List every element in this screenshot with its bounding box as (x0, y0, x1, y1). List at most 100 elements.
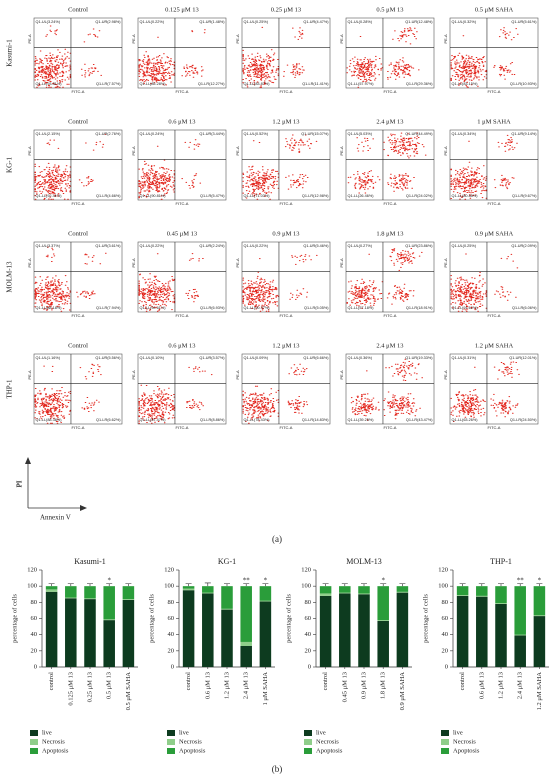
plot-frame (137, 129, 227, 201)
y-axis-label: PE-A (27, 34, 32, 44)
x-axis-label: FITC-A (488, 201, 501, 206)
y-axis-label: PE-A (131, 370, 136, 380)
legend-swatch (441, 748, 449, 754)
bar-segment (65, 586, 77, 598)
x-axis-label: FITC-A (280, 89, 293, 94)
plot-frame (345, 241, 435, 313)
panel-title: 0.125 μM 13 (165, 6, 199, 13)
bar-segment (221, 586, 233, 609)
bar-segment (319, 595, 332, 667)
quadrant-label: Q1-LR(12.98%) (302, 194, 329, 198)
y-axis-label: PE-A (235, 370, 240, 380)
y-tick-label: 100 (301, 583, 311, 590)
x-tick-label: 1.2 μM 13 (223, 672, 230, 699)
event-dots (289, 288, 309, 300)
event-dots (283, 63, 305, 78)
event-dots (291, 254, 318, 265)
quadrant-label: Q1-LR(7.94%) (96, 306, 121, 310)
bar-segment (514, 634, 526, 636)
event-dots (288, 363, 308, 376)
y-tick-label: 0 (445, 663, 448, 670)
y-tick-label: 60 (442, 615, 449, 622)
event-dots (450, 52, 488, 88)
x-tick-label: 0.125 μM 13 (67, 672, 74, 706)
plot-frame (449, 353, 539, 425)
legend-label: Necrosis (179, 738, 202, 745)
x-axis-label: FITC-A (280, 201, 293, 206)
x-axis-label: FITC-A (384, 425, 397, 430)
bar-segment (259, 601, 272, 667)
quadrant-label: Q1-LL(91.62%) (452, 306, 479, 310)
quadrant-label: Q1-UL(0.22%) (244, 244, 269, 248)
y-axis-label: PE-A (27, 370, 32, 380)
event-dots (292, 27, 304, 40)
quadrant-label: Q1-LL(39.25%) (348, 418, 375, 422)
x-axis-label: FITC-A (384, 313, 397, 318)
y-axis-label: PE-A (339, 146, 344, 156)
quadrant-label: Q1-UL(3.24%) (36, 20, 61, 24)
bar-segment (533, 586, 546, 616)
quadrant-label: Q1-UR(6.66%) (303, 356, 329, 360)
error-bar (341, 583, 348, 587)
bar-segment (514, 586, 526, 635)
bar-segment (65, 597, 77, 599)
x-axis-label: FITC-A (176, 89, 189, 94)
bar-segment (202, 593, 214, 667)
quadrant-label: Q1-LL(90.81%) (140, 194, 167, 198)
significance: * (107, 576, 111, 584)
row-label: MOLM-13 (6, 261, 14, 293)
quadrant-label: Q1-UR(12.01%) (509, 356, 537, 360)
event-dots (34, 162, 72, 200)
panel-title: 0.9 μM SAHA (475, 230, 514, 237)
x-axis-label: FITC-A (488, 89, 501, 94)
y-axis-label: PE-A (235, 258, 240, 268)
x-axis-label: FITC-A (176, 201, 189, 206)
legend-swatch (304, 748, 312, 754)
x-axis-label: FITC-A (488, 313, 501, 318)
event-dots (46, 139, 60, 149)
bar-segment (84, 599, 96, 667)
y-axis-label: PE-A (443, 258, 448, 268)
bar-segment (221, 609, 233, 667)
error-bar (125, 583, 132, 587)
y-axis-label: PE-A (131, 258, 136, 268)
quadrant-label: Q1-UR(19.33%) (405, 356, 433, 360)
y-axis-title: percentage of cells (285, 594, 292, 643)
event-dots (389, 248, 423, 271)
event-dots (76, 290, 96, 299)
error-bar (399, 583, 406, 587)
event-dots (43, 365, 54, 372)
x-tick-label: 0.9 μM 13 (360, 672, 367, 699)
x-tick-label: control (185, 672, 192, 691)
event-dots (356, 137, 374, 152)
x-axis-label: FITC-A (280, 313, 293, 318)
bar-segment (240, 645, 252, 667)
event-dots (186, 399, 204, 411)
error-bar (478, 583, 485, 587)
event-dots (284, 134, 318, 153)
quadrant-label: Q1-LR(6.93%) (200, 306, 225, 310)
event-dots (287, 396, 309, 414)
quadrant-label: Q1-UR(5.56%) (95, 356, 121, 360)
quadrant-label: Q1-LR(9.67%) (512, 194, 537, 198)
bar-segment (103, 619, 115, 621)
event-dots (450, 389, 486, 422)
quadrant-label: Q1-LL(78.43%) (244, 418, 271, 422)
quadrant-label: Q1-LL(83.87%) (244, 82, 271, 86)
panel-title: 0.5 μM SAHA (475, 6, 514, 13)
bar-segment (240, 586, 252, 642)
bar-segment (182, 588, 195, 591)
x-tick-label: control (48, 672, 55, 691)
error-bar (536, 583, 543, 587)
error-bar (185, 583, 192, 587)
legend-swatch (304, 730, 312, 736)
quadrant-label: Q1-LL(57.18%) (348, 306, 375, 310)
quadrant-label: Q1-UL(0.09%) (244, 356, 269, 360)
event-dots (185, 288, 199, 303)
event-dots (181, 173, 202, 189)
bar-segment (533, 616, 546, 667)
x-tick-label: 0.5 μM SAHA (125, 672, 132, 711)
chart-title: MOLM-13 (346, 557, 382, 566)
event-dots (494, 286, 517, 301)
event-dots (188, 366, 213, 376)
